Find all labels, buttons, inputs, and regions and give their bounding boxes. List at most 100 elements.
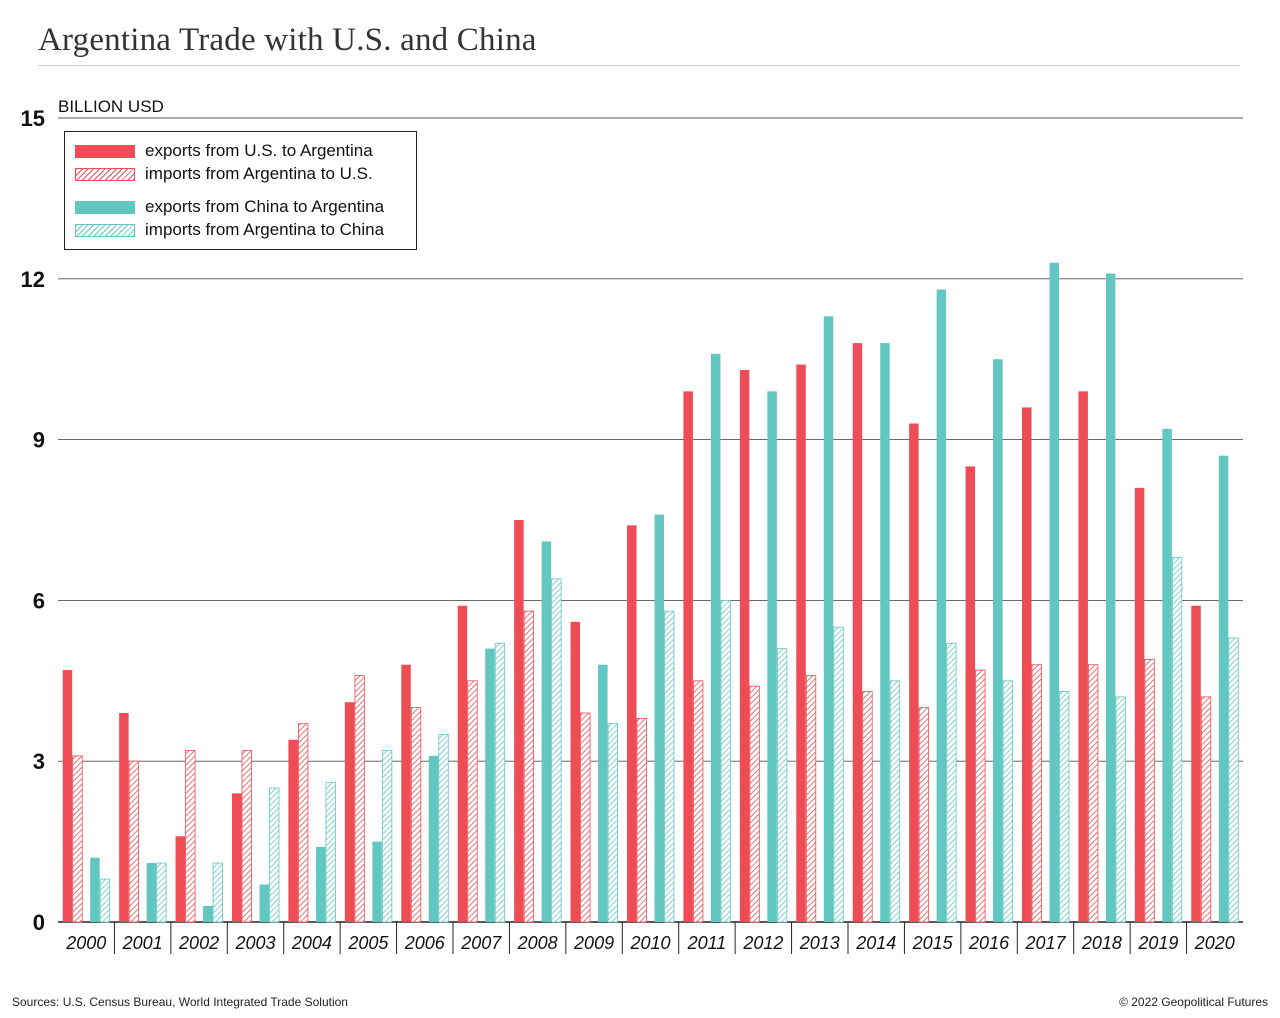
bar-us-exports	[514, 520, 524, 922]
bar-china-imports	[720, 600, 731, 923]
x-tick-label: 2004	[291, 933, 332, 953]
bar-china-imports	[1115, 696, 1126, 923]
bar-china-exports	[1049, 262, 1059, 923]
bar-china-exports	[1218, 455, 1229, 922]
bar-us-exports	[570, 621, 581, 922]
x-tick-label: 2000	[65, 933, 106, 953]
bar-china-exports	[315, 846, 326, 922]
bar-us-imports	[805, 675, 817, 923]
bar-us-exports	[965, 466, 976, 922]
bar-china-exports	[823, 316, 834, 922]
bar-us-imports	[1200, 696, 1212, 923]
bar-us-imports	[410, 707, 422, 923]
bar-china-imports	[494, 642, 506, 923]
bar-china-exports	[880, 343, 890, 922]
legend-swatch-us-exports	[75, 144, 135, 158]
bar-china-exports	[993, 359, 1003, 922]
bar-china-imports	[381, 750, 393, 923]
bar-us-exports	[739, 369, 750, 922]
bar-china-exports	[767, 391, 777, 922]
y-tick-labels: 0 3 6 9 12 15	[21, 106, 45, 935]
bar-us-imports	[975, 669, 986, 923]
x-tick-label: 2019	[1137, 933, 1178, 953]
bar-us-exports	[1134, 487, 1145, 922]
x-tick-label: 2012	[742, 933, 783, 953]
bar-china-exports	[485, 648, 495, 922]
bar-china-exports	[654, 514, 664, 922]
bar-china-exports	[1105, 273, 1116, 922]
y-tick-label: 9	[33, 428, 45, 453]
bar-china-exports	[541, 541, 552, 922]
bar-china-imports	[889, 680, 901, 923]
bar-china-exports	[146, 863, 157, 922]
x-tick-label: 2016	[968, 933, 1010, 953]
bar-china-imports	[1171, 557, 1183, 923]
x-tick-label: 2010	[629, 933, 670, 953]
bar-us-imports	[354, 675, 365, 923]
x-tick-label: 2017	[1024, 933, 1066, 953]
x-tick-label: 2013	[799, 933, 840, 953]
bar-china-imports	[1059, 691, 1070, 923]
grid-lines	[58, 117, 1243, 923]
bar-us-exports	[119, 712, 129, 922]
bar-us-exports	[1191, 605, 1201, 922]
bar-us-imports	[298, 723, 309, 923]
bar-us-exports	[344, 702, 355, 922]
bar-us-imports	[862, 691, 873, 923]
y-tick-label: 15	[21, 106, 45, 131]
bar-china-exports	[259, 884, 269, 922]
y-tick-label: 12	[21, 267, 45, 292]
bar-us-exports	[627, 525, 637, 922]
bar-china-imports	[946, 642, 957, 923]
x-tick-label: 2007	[460, 933, 502, 953]
legend-item-us-imports: imports from Argentina to U.S.	[75, 164, 373, 184]
bar-us-imports	[1088, 664, 1099, 923]
bar-china-exports	[598, 664, 608, 922]
bar-china-imports	[1228, 637, 1239, 923]
bar-china-exports	[710, 353, 721, 923]
bar-us-imports	[749, 685, 760, 923]
bar-china-imports	[1002, 680, 1013, 923]
bar-china-imports	[438, 734, 449, 923]
bar-us-imports	[693, 680, 704, 923]
bar-china-imports	[269, 787, 280, 923]
bar-us-imports	[1031, 664, 1042, 923]
bar-china-exports	[936, 289, 947, 922]
legend-label: imports from Argentina to U.S.	[145, 164, 373, 183]
legend-item-us-exports: exports from U.S. to Argentina	[75, 141, 373, 161]
bar-china-exports	[428, 755, 439, 922]
legend-swatch-us-imports	[75, 167, 135, 181]
legend-label: imports from Argentina to China	[145, 220, 385, 239]
bar-china-imports	[664, 610, 675, 923]
bar-us-imports	[72, 755, 83, 923]
legend: exports from U.S. to Argentina imports f…	[64, 131, 417, 250]
bar-us-imports	[185, 750, 196, 923]
bar-us-exports	[852, 343, 863, 922]
x-tick-label: 2003	[234, 933, 275, 953]
legend-label: exports from China to Argentina	[145, 197, 385, 216]
bar-us-imports	[523, 610, 535, 923]
legend-label: exports from U.S. to Argentina	[145, 141, 373, 160]
copyright-note: © 2022 Geopolitical Futures	[1119, 995, 1268, 1009]
bars	[62, 262, 1239, 923]
x-tick-label: 2015	[912, 933, 954, 953]
legend-item-china-imports: imports from Argentina to China	[75, 220, 384, 240]
bar-us-exports	[232, 793, 242, 922]
x-tick-labels: 2000 2001 2002 2003 2004 2005 2006 2007 2008 2009…	[65, 922, 1235, 954]
bar-us-exports	[288, 739, 298, 922]
x-tick-label: 2018	[1081, 933, 1122, 953]
bar-us-exports	[1078, 391, 1088, 922]
legend-item-china-exports: exports from China to Argentina	[75, 197, 384, 217]
bar-china-imports	[551, 578, 562, 923]
bar-us-imports	[918, 707, 930, 923]
x-tick-label: 2005	[347, 933, 389, 953]
x-tick-label: 2001	[122, 933, 163, 953]
y-axis-unit-label: BILLION USD	[58, 97, 164, 116]
bar-china-imports	[607, 723, 618, 923]
bar-us-imports	[1144, 658, 1155, 923]
x-tick-label: 2011	[687, 933, 727, 953]
bar-us-imports	[467, 680, 478, 923]
bar-china-imports	[833, 626, 844, 923]
bar-us-exports	[796, 364, 806, 922]
bar-china-imports	[776, 648, 788, 923]
